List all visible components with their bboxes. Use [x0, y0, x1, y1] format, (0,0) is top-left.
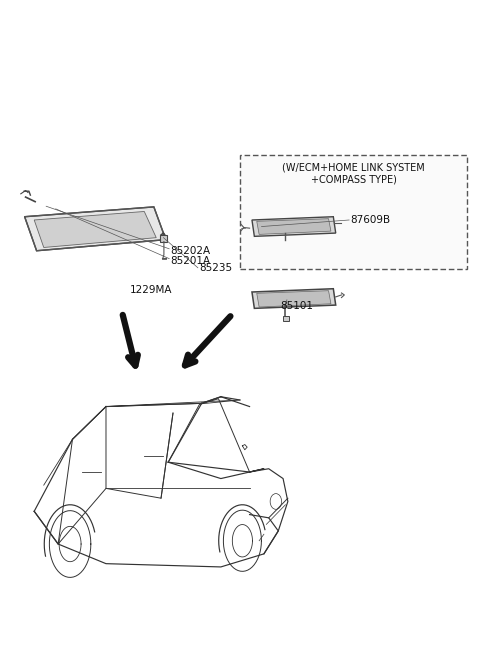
- Polygon shape: [24, 207, 166, 251]
- Bar: [283, 316, 289, 321]
- Polygon shape: [252, 216, 336, 236]
- Bar: [159, 235, 167, 241]
- Polygon shape: [34, 211, 156, 247]
- Text: 85201A: 85201A: [170, 256, 211, 266]
- Bar: [240, 155, 468, 269]
- Text: 1229MA: 1229MA: [130, 285, 172, 295]
- Text: 85202A: 85202A: [170, 246, 211, 256]
- Polygon shape: [252, 289, 336, 308]
- Text: 87609B: 87609B: [350, 215, 390, 225]
- Text: 85101: 85101: [281, 301, 314, 312]
- Polygon shape: [257, 291, 331, 307]
- Text: +COMPASS TYPE): +COMPASS TYPE): [311, 174, 396, 184]
- Polygon shape: [257, 218, 331, 234]
- Text: 85235: 85235: [199, 263, 232, 273]
- Text: (W/ECM+HOME LINK SYSTEM: (W/ECM+HOME LINK SYSTEM: [282, 163, 425, 173]
